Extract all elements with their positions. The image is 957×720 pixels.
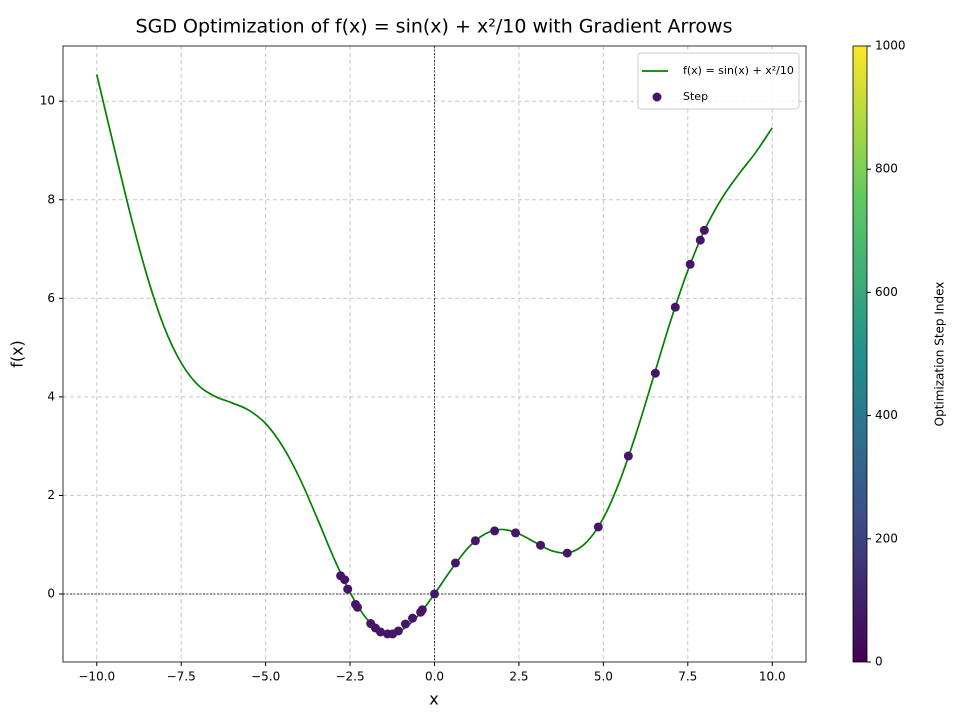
step-point — [695, 235, 705, 245]
colorbar-tick-label: 200 — [875, 531, 898, 545]
step-point — [408, 613, 418, 623]
step-point — [340, 575, 350, 585]
y-tick-label: 10 — [40, 94, 55, 108]
y-tick-label: 6 — [47, 291, 55, 305]
colorbar-tick-label: 0 — [875, 655, 883, 669]
y-tick-label: 0 — [47, 586, 55, 600]
y-tick-label: 8 — [47, 192, 55, 206]
colorbar-tick-label: 800 — [875, 162, 898, 176]
y-axis-label: f(x) — [8, 340, 27, 368]
colorbar-tick-label: 400 — [875, 408, 898, 422]
chart-title: SGD Optimization of f(x) = sin(x) + x²/1… — [136, 16, 733, 38]
x-tick-label: 7.5 — [678, 670, 697, 684]
y-tick-label: 2 — [47, 488, 55, 502]
step-point — [490, 526, 500, 536]
step-point — [670, 302, 680, 312]
x-tick-label: 5.0 — [594, 670, 613, 684]
colorbar-tick-label: 1000 — [875, 39, 906, 53]
x-tick-label: −2.5 — [335, 670, 364, 684]
colorbar-label: Optimization Step Index — [933, 282, 947, 427]
step-point — [417, 605, 427, 615]
x-tick-label: −10.0 — [78, 670, 115, 684]
step-point — [430, 589, 439, 599]
step-point — [450, 558, 460, 568]
y-tick-label: 4 — [47, 389, 55, 403]
colorbar — [852, 45, 868, 663]
step-point — [685, 259, 695, 269]
step-point — [593, 522, 603, 532]
x-tick-label: −7.5 — [167, 670, 196, 684]
step-point — [470, 536, 480, 546]
x-tick-label: 0.0 — [425, 670, 444, 684]
step-point — [343, 584, 353, 594]
legend-label: Step — [683, 90, 708, 103]
step-point — [623, 451, 633, 461]
x-tick-label: −5.0 — [251, 670, 280, 684]
step-point — [650, 368, 660, 378]
step-point — [562, 548, 572, 558]
colorbar-tick-label: 600 — [875, 285, 898, 299]
x-tick-label: 10.0 — [759, 670, 786, 684]
step-point — [400, 619, 410, 629]
plot-frame — [62, 45, 807, 663]
step-point — [536, 540, 546, 550]
legend-label: f(x) = sin(x) + x²/10 — [683, 64, 794, 77]
step-point — [393, 626, 403, 636]
step-point — [699, 225, 709, 235]
step-point — [511, 528, 521, 538]
legend-box — [637, 52, 800, 110]
x-axis-label: x — [429, 690, 438, 709]
step-point — [352, 602, 362, 612]
x-tick-label: 2.5 — [509, 670, 528, 684]
legend-marker — [652, 92, 662, 102]
step-point — [375, 627, 385, 637]
